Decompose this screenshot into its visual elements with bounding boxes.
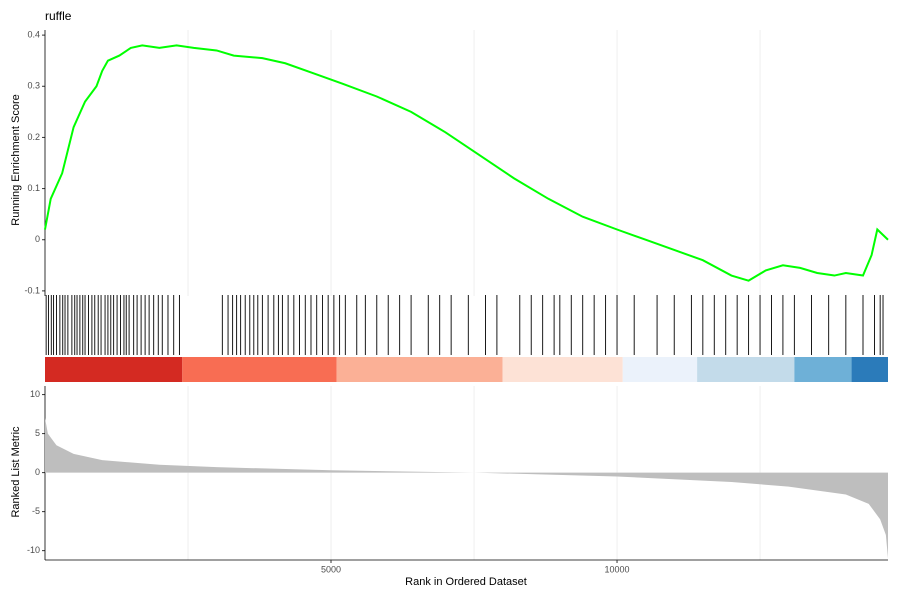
y-tick-label: 0.1 — [27, 183, 40, 193]
x-axis-label: Rank in Ordered Dataset — [405, 576, 527, 588]
y-tick-label: 0.4 — [27, 29, 40, 39]
rank-band — [794, 357, 852, 382]
rank-band — [622, 357, 698, 382]
y-tick-label: -0.1 — [24, 285, 40, 295]
y-axis-label: Running Enrichment Score — [10, 94, 22, 225]
y-tick-label: 0 — [35, 467, 40, 477]
metric-area — [45, 417, 888, 559]
rank-band — [182, 357, 337, 382]
y-tick-label: 0 — [35, 234, 40, 244]
y-tick-label: 5 — [35, 428, 40, 438]
y-tick-label: -5 — [32, 506, 40, 516]
y-axis-label: Ranked List Metric — [10, 426, 22, 518]
chart-title: ruffle — [45, 9, 72, 23]
y-tick-label: -10 — [27, 545, 40, 555]
y-tick-label: 0.3 — [27, 81, 40, 91]
x-tick-label: 10000 — [605, 564, 630, 574]
x-tick-label: 5000 — [321, 564, 341, 574]
enrichment-line — [44, 44, 889, 282]
y-tick-label: 0.2 — [27, 132, 40, 142]
rank-band — [697, 357, 795, 382]
rank-band — [45, 357, 183, 382]
rank-band — [336, 357, 503, 382]
y-tick-label: 10 — [30, 389, 40, 399]
rank-band — [502, 357, 623, 382]
rank-band — [851, 357, 888, 382]
